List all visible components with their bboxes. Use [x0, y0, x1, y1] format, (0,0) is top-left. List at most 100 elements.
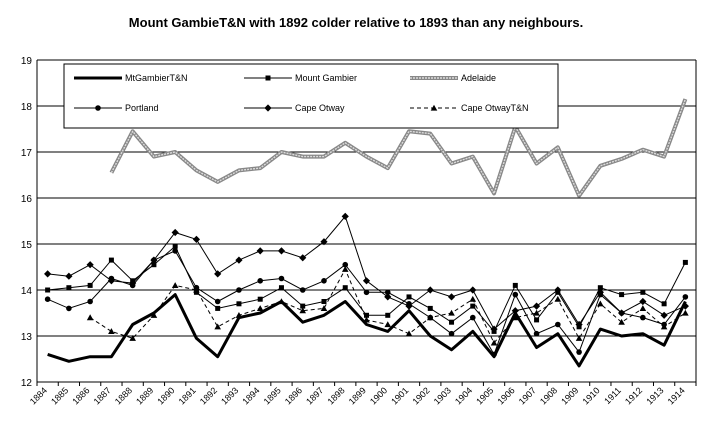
data-point-portland — [278, 275, 285, 282]
data-point-cape-otwayt-n — [256, 305, 264, 311]
x-tick-label: 1888 — [113, 385, 134, 406]
y-tick-label: 13 — [21, 332, 33, 343]
data-point-cape-otway — [426, 286, 434, 294]
data-point-mount-gambier — [427, 305, 433, 311]
x-tick-label: 1905 — [474, 385, 495, 406]
x-tick-label: 1906 — [495, 385, 516, 406]
data-point-cape-otwayt-n — [150, 312, 158, 318]
data-point-mount-gambier — [406, 294, 412, 300]
series-cape-otwayt-n — [86, 266, 689, 346]
x-tick-label: 1893 — [219, 385, 240, 406]
x-tick-label: 1912 — [623, 385, 644, 406]
x-tick-label: 1890 — [155, 385, 176, 406]
series-cape-otway — [44, 212, 689, 333]
data-point-cape-otway — [107, 277, 116, 285]
x-tick-label: 1889 — [134, 385, 155, 406]
data-point-mount-gambier — [640, 289, 646, 295]
data-point-portland — [555, 321, 561, 328]
data-point-cape-otway — [86, 261, 94, 269]
legend-box — [63, 63, 559, 129]
x-tick-label: 1900 — [368, 385, 389, 406]
data-point-portland — [469, 314, 476, 321]
data-point-mount-gambier — [661, 301, 667, 307]
data-point-mount-gambier — [682, 259, 688, 265]
data-point-mount-gambier — [151, 262, 157, 268]
data-point-cape-otwayt-n — [86, 314, 94, 321]
data-point-cape-otway — [596, 288, 604, 296]
data-point-cape-otway — [660, 311, 668, 319]
data-point-cape-otwayt-n — [597, 300, 604, 307]
legend-entry-portland: Portland — [74, 103, 159, 113]
legend-label: Mount Gambier — [295, 73, 357, 83]
data-point-cape-otwayt-n — [469, 295, 477, 302]
data-point-cape-otway — [171, 228, 179, 237]
data-point-cape-otway — [639, 297, 647, 306]
series-line-portland — [47, 250, 686, 356]
series-mtgambiert-n — [47, 293, 687, 368]
data-point-cape-otwayt-n — [193, 286, 200, 293]
x-tick-label: 1885 — [49, 385, 70, 406]
data-point-cape-otway — [44, 270, 52, 278]
data-point-portland — [342, 261, 349, 268]
x-tick-label: 1907 — [517, 385, 538, 406]
data-point-mount-gambier — [215, 305, 221, 311]
data-point-portland — [512, 291, 519, 298]
legend-label: MtGambierT&N — [125, 73, 188, 83]
legend-entry-cape-otwayt-n: Cape OtwayT&N — [410, 103, 529, 113]
data-point-mount-gambier — [300, 303, 306, 309]
data-point-cape-otwayt-n — [320, 305, 328, 311]
data-point-portland — [384, 289, 391, 296]
data-point-portland — [640, 314, 646, 321]
y-tick-labels: 12 13 14 15 16 17 18 19 — [21, 56, 33, 389]
data-point-cape-otwayt-n — [448, 309, 455, 316]
data-point-portland — [363, 289, 370, 296]
data-point-portland — [299, 287, 306, 293]
data-point-cape-otwayt-n — [682, 309, 689, 316]
chart-title: Mount GambieT&N with 1892 colder relativ… — [129, 15, 583, 30]
legend-entry-cape-otway: Cape Otway — [244, 103, 345, 113]
data-point-cape-otway — [490, 325, 498, 333]
x-tick-label: 1911 — [602, 385, 623, 406]
data-point-cape-otwayt-n — [618, 318, 625, 325]
x-tick-label: 1896 — [283, 385, 304, 406]
x-tick-label: 1887 — [92, 385, 113, 406]
data-point-cape-otway — [129, 279, 137, 287]
data-point-portland — [214, 298, 221, 305]
x-tick-label: 1895 — [262, 385, 283, 406]
data-point-cape-otwayt-n — [129, 335, 136, 341]
legend-label: Portland — [125, 103, 159, 113]
data-point-mount-gambier — [172, 243, 178, 249]
data-point-portland — [682, 294, 689, 300]
x-tick-labels: 1884 1885 1886 1887 1888 1889 1890 1891 1892 1893… — [28, 385, 687, 406]
data-point-mount-gambier — [470, 303, 476, 309]
data-point-portland — [321, 278, 327, 284]
data-point-mount-gambier — [257, 296, 263, 302]
legend-label: Cape OtwayT&N — [461, 103, 529, 113]
data-point-cape-otway — [320, 238, 328, 246]
data-point-portland — [172, 248, 178, 254]
x-tick-label: 1914 — [666, 385, 687, 406]
data-point-cape-otway — [469, 286, 477, 294]
data-point-cape-otway — [192, 235, 201, 243]
data-point-cape-otway — [277, 247, 286, 255]
data-point-cape-otway — [65, 272, 73, 280]
x-tick-label: 1891 — [177, 385, 198, 406]
x-tick-label: 1897 — [304, 385, 325, 406]
data-point-cape-otwayt-n — [108, 328, 115, 334]
data-point-cape-otwayt-n — [214, 323, 221, 330]
x-tick-label: 1899 — [347, 385, 368, 406]
x-tick-label: 1901 — [389, 385, 410, 406]
data-point-cape-otwayt-n — [405, 330, 413, 337]
data-point-portland — [576, 349, 582, 355]
data-point-cape-otway — [384, 293, 392, 301]
data-point-cape-otwayt-n — [171, 282, 179, 288]
data-point-cape-otway — [447, 293, 456, 301]
series-line-adelaide-inner — [110, 98, 687, 197]
data-point-mount-gambier — [278, 285, 284, 291]
x-tick-label: 1892 — [198, 385, 219, 406]
data-point-cape-otway — [214, 270, 222, 278]
data-point-mount-gambier — [87, 282, 93, 288]
y-tick-label: 19 — [21, 56, 33, 67]
data-point-mount-gambier — [321, 299, 327, 304]
